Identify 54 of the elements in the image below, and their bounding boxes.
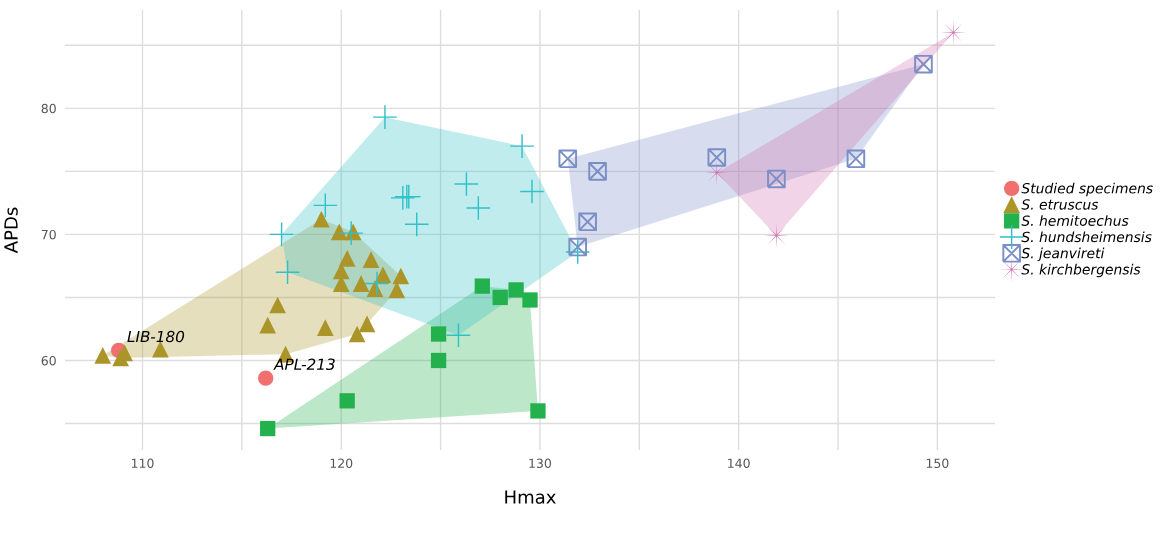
point xyxy=(352,275,370,292)
point xyxy=(530,403,546,419)
legend-label: S. kirchbergensis xyxy=(1021,263,1141,278)
y-tick-label: 70 xyxy=(41,229,56,240)
point xyxy=(362,251,380,268)
point xyxy=(558,149,578,169)
point xyxy=(332,262,350,280)
x-tick-label: 150 xyxy=(926,458,949,469)
point xyxy=(767,169,786,189)
point xyxy=(522,292,538,308)
point xyxy=(269,296,286,314)
point xyxy=(316,319,334,337)
y-axis-title: APDs xyxy=(4,207,18,254)
point xyxy=(492,289,508,306)
point xyxy=(365,271,389,296)
x-tick-label: 130 xyxy=(529,458,552,469)
point xyxy=(588,162,607,181)
point xyxy=(707,148,727,167)
point xyxy=(94,347,112,364)
point xyxy=(259,316,277,334)
x-axis-title: Hmax xyxy=(505,490,556,504)
point xyxy=(520,179,544,204)
x-tick-label: 110 xyxy=(131,458,154,469)
point xyxy=(339,221,363,245)
legend-label: S. hemitoechus xyxy=(1021,215,1129,226)
legend-label: S. hundsheimensis xyxy=(1021,231,1152,243)
point xyxy=(358,315,376,333)
legend-label: S. jeanvireti xyxy=(1021,247,1105,262)
point xyxy=(338,250,356,267)
legend-label: S. etruscus xyxy=(1021,199,1099,210)
point xyxy=(258,370,274,386)
point xyxy=(430,326,447,342)
point xyxy=(339,393,355,409)
point xyxy=(846,149,866,169)
point xyxy=(578,212,597,232)
point xyxy=(474,278,490,294)
point xyxy=(260,420,276,437)
point xyxy=(313,210,330,228)
point xyxy=(510,134,534,158)
annotation: APL-213 xyxy=(273,358,335,371)
legend-label: Studied specimens xyxy=(1021,182,1153,197)
y-tick-label: 80 xyxy=(41,103,56,114)
point xyxy=(348,325,366,343)
point xyxy=(430,352,447,369)
y-tick-label: 60 xyxy=(41,355,56,366)
point xyxy=(392,267,410,285)
point xyxy=(454,172,479,196)
point xyxy=(466,196,491,220)
point xyxy=(373,105,397,129)
point xyxy=(914,54,933,74)
x-tick-label: 120 xyxy=(330,458,353,469)
x-tick-label: 140 xyxy=(728,458,750,469)
annotation: LIB-180 xyxy=(127,330,185,343)
point xyxy=(508,282,524,298)
